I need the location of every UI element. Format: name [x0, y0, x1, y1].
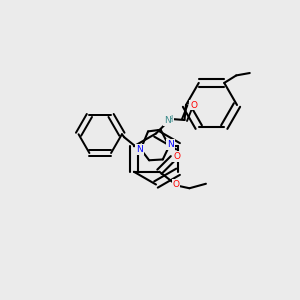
Text: O: O — [190, 100, 197, 109]
Text: N: N — [164, 116, 170, 125]
Text: N: N — [167, 140, 174, 149]
Text: O: O — [173, 152, 180, 161]
Text: O: O — [172, 180, 179, 189]
Text: N: N — [136, 145, 142, 154]
Text: H: H — [166, 115, 173, 124]
